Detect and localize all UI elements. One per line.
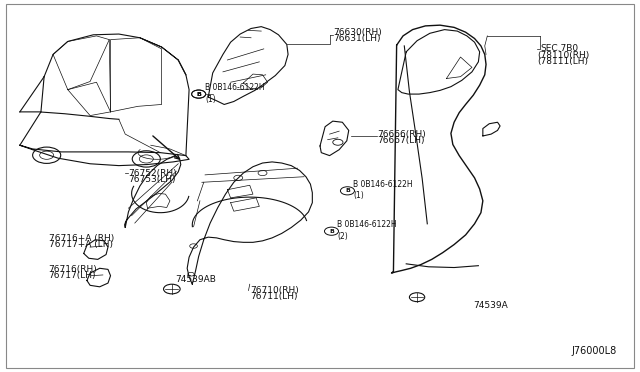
Text: 76717+A (LH): 76717+A (LH) <box>49 240 113 250</box>
Text: (78110(RH): (78110(RH) <box>537 51 589 60</box>
Text: 76717(LH): 76717(LH) <box>49 271 96 280</box>
Text: J76000L8: J76000L8 <box>572 346 617 356</box>
Text: B: B <box>196 92 201 97</box>
Text: (78111(LH): (78111(LH) <box>537 57 588 66</box>
Text: B: B <box>196 92 201 97</box>
Text: 76666(RH): 76666(RH) <box>378 129 426 139</box>
Text: 76667(LH): 76667(LH) <box>378 136 425 145</box>
Text: 76631(LH): 76631(LH) <box>333 34 380 43</box>
Text: B: B <box>345 188 350 193</box>
Text: 76711(LH): 76711(LH) <box>250 292 297 301</box>
Text: 74539AB: 74539AB <box>175 275 216 284</box>
Text: B: B <box>329 229 334 234</box>
Text: 76630(RH): 76630(RH) <box>333 28 381 37</box>
Text: 76716+A (RH): 76716+A (RH) <box>49 234 114 243</box>
Text: 76753(LH): 76753(LH) <box>129 175 176 184</box>
Text: B 0B146-6122H
(2): B 0B146-6122H (2) <box>337 220 397 241</box>
Text: B 0B146-6122H
(1): B 0B146-6122H (1) <box>353 180 413 201</box>
Text: 74539A: 74539A <box>473 301 508 310</box>
Text: SEC.7B0: SEC.7B0 <box>540 44 579 53</box>
Text: 76752(RH): 76752(RH) <box>129 169 177 177</box>
Text: 76716(RH): 76716(RH) <box>49 265 97 274</box>
Text: 76710(RH): 76710(RH) <box>250 286 298 295</box>
Text: B 0B146-6122H
(1): B 0B146-6122H (1) <box>205 83 265 104</box>
